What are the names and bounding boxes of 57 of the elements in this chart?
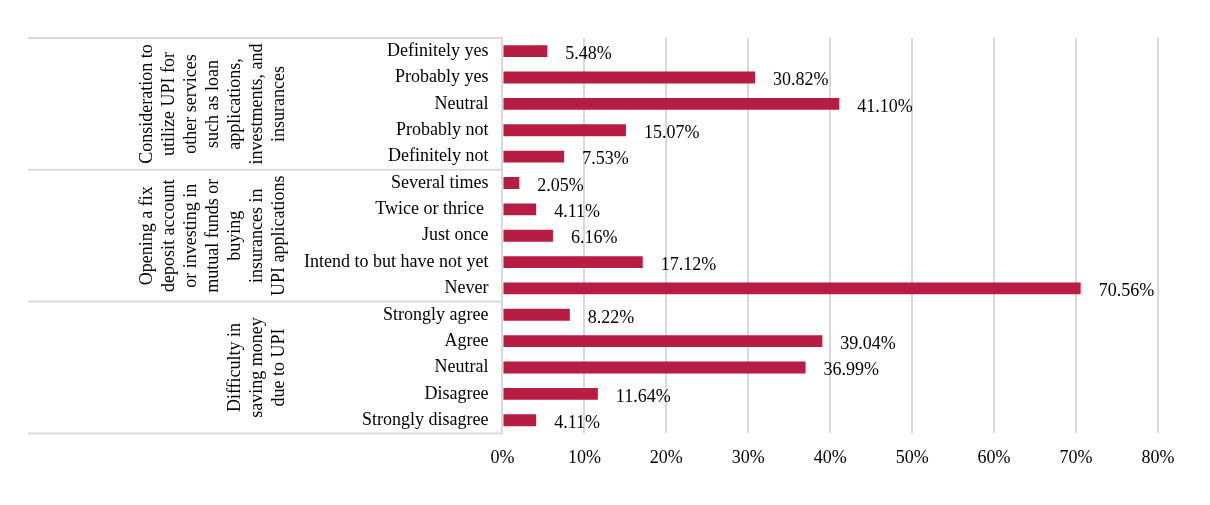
bar: [503, 335, 823, 348]
bar: [503, 97, 840, 110]
data-label: 4.11%: [554, 411, 600, 432]
data-label: 41.10%: [857, 95, 913, 116]
y-tick-label: Agree: [444, 329, 489, 350]
data-label: 5.48%: [565, 42, 612, 63]
bar: [503, 45, 548, 58]
data-label: 11.64%: [615, 385, 671, 406]
bar: [503, 71, 755, 84]
x-tick-label: 20%: [649, 446, 683, 467]
bar: [503, 361, 806, 374]
bar: [503, 308, 570, 321]
y-tick-label: Just once: [421, 224, 489, 245]
data-label: 39.04%: [840, 332, 896, 353]
y-tick-label: Intend to but have not yet: [303, 250, 489, 271]
x-tick-label: 30%: [731, 446, 765, 467]
y-tick-label: Strongly disagree: [361, 408, 489, 429]
text: Difficulty in saving money due to UPI: [223, 317, 288, 418]
bar: [503, 387, 598, 400]
text: Opening a fix deposit account or investing in mutual funds or buying insurances in UPI applications: [135, 175, 288, 296]
data-label: 7.53%: [582, 148, 629, 169]
data-label: 36.99%: [823, 359, 880, 380]
y-tick-label: Strongly agree: [382, 303, 489, 324]
y-tick-label: Probably yes: [394, 66, 489, 87]
data-label: 8.22%: [587, 306, 635, 327]
y-tick-label: Definitely not: [387, 145, 489, 166]
x-tick-label: 0%: [490, 446, 515, 467]
x-tick-label: 80%: [1141, 446, 1175, 467]
x-tick-label: 40%: [813, 446, 847, 467]
data-label: 15.07%: [643, 121, 700, 142]
data-label: 4.11%: [554, 201, 600, 222]
y-tick-label: Neutral: [434, 356, 489, 377]
bar: [503, 256, 643, 268]
y-tick-label: Probably not: [395, 118, 489, 139]
bar: [503, 282, 1081, 295]
y-tick-label: Disagree: [424, 382, 489, 403]
bar: [503, 203, 537, 216]
bar: [503, 150, 565, 163]
bar: [503, 177, 520, 189]
text: Consideration to utilize UPI for other services such as loan applications, investments, and insurances: [135, 43, 288, 165]
bar: [503, 229, 553, 242]
data-label: 6.16%: [570, 227, 618, 248]
y-tick-label: Never: [444, 277, 489, 298]
data-label: 70.56%: [1098, 280, 1155, 301]
data-label: 30.82%: [773, 69, 829, 90]
x-tick-label: 70%: [1059, 446, 1093, 467]
x-tick-label: 60%: [977, 446, 1011, 467]
y-tick-label: Neutral: [434, 92, 489, 113]
bar: [503, 124, 626, 137]
y-tick-label: Twice or thrice: [375, 198, 489, 219]
x-tick-label: 50%: [895, 446, 929, 467]
bar: [503, 414, 537, 427]
data-label: 17.12%: [660, 253, 717, 274]
x-tick-label: 10%: [567, 446, 601, 467]
y-tick-label: Several times: [390, 171, 489, 192]
y-tick-label: Definitely yes: [386, 39, 489, 60]
data-label: 2.05%: [537, 174, 584, 195]
